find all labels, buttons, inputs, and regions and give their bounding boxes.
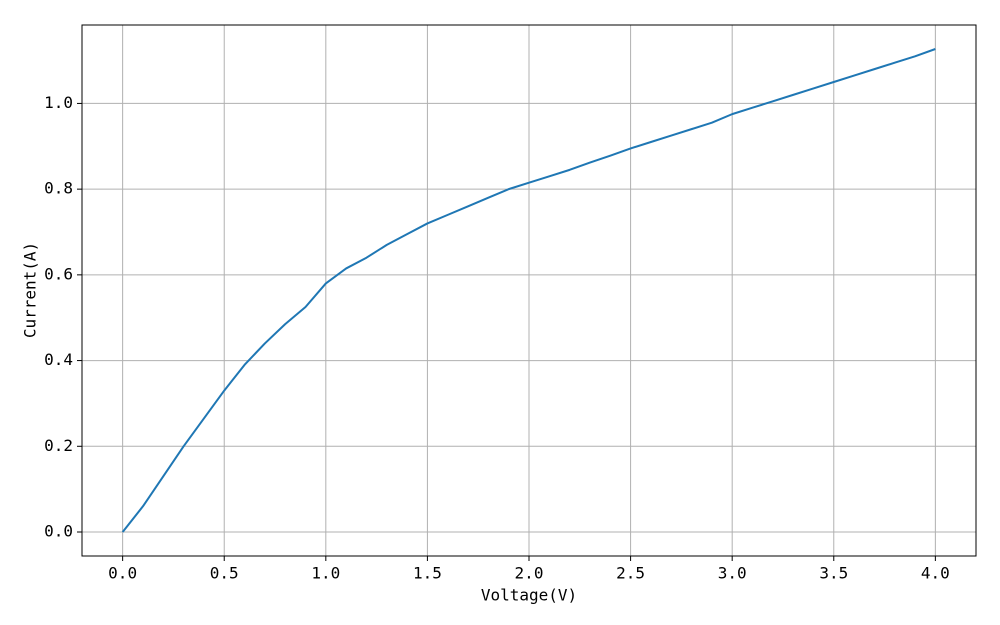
- x-tick-label: 3.0: [718, 564, 747, 583]
- x-tick-label: 3.5: [819, 564, 848, 583]
- data-line: [121, 48, 936, 533]
- plot-frame: [81, 24, 977, 557]
- x-tick-label: 2.0: [515, 564, 544, 583]
- y-tick-label: 1.0: [44, 93, 73, 112]
- x-tick-label: 0.5: [210, 564, 239, 583]
- x-axis-label: Voltage(V): [481, 586, 577, 605]
- x-tick-label: 1.5: [413, 564, 442, 583]
- y-axis-label: Current(A): [21, 242, 40, 338]
- y-tick-label: 0.4: [44, 350, 73, 369]
- x-tick-label: 2.5: [616, 564, 645, 583]
- y-tick-label: 0.8: [44, 179, 73, 198]
- x-tick-label: 0.0: [108, 564, 137, 583]
- y-tick-label: 0.6: [44, 264, 73, 283]
- y-tick-label: 0.0: [44, 522, 73, 541]
- x-tick-label: 1.0: [311, 564, 340, 583]
- y-tick-label: 0.2: [44, 436, 73, 455]
- x-tick-label: 4.0: [921, 564, 950, 583]
